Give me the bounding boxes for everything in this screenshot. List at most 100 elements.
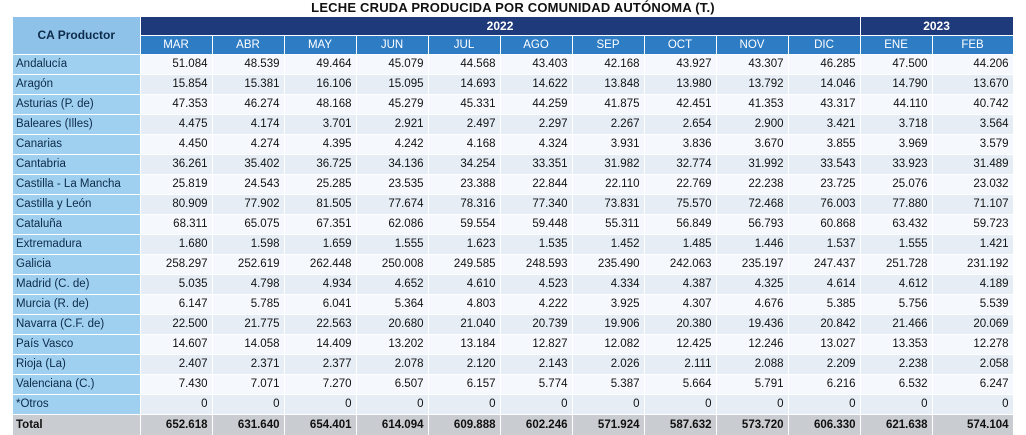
ca-productor-header: CA Productor bbox=[13, 17, 140, 55]
value-cell: 4.475 bbox=[140, 115, 212, 135]
value-cell: 60.868 bbox=[788, 215, 860, 235]
value-cell: 63.432 bbox=[860, 215, 932, 235]
value-cell: 6.157 bbox=[428, 375, 500, 395]
region-name: Canarias bbox=[13, 135, 140, 155]
value-cell: 13.670 bbox=[932, 75, 1013, 95]
value-cell: 2.088 bbox=[716, 355, 788, 375]
value-cell: 22.110 bbox=[572, 175, 644, 195]
value-cell: 2.407 bbox=[140, 355, 212, 375]
value-cell: 13.848 bbox=[572, 75, 644, 95]
value-cell: 4.652 bbox=[356, 275, 428, 295]
value-cell: 13.027 bbox=[788, 335, 860, 355]
value-cell: 20.680 bbox=[356, 315, 428, 335]
value-cell: 59.723 bbox=[932, 215, 1013, 235]
value-cell: 5.785 bbox=[212, 295, 284, 315]
value-cell: 3.931 bbox=[572, 135, 644, 155]
year-header-row: CA Productor 2022 2023 bbox=[13, 17, 1013, 36]
value-cell: 41.353 bbox=[716, 95, 788, 115]
value-cell: 3.718 bbox=[860, 115, 932, 135]
region-name: Aragón bbox=[13, 75, 140, 95]
year-header-2023: 2023 bbox=[860, 17, 1013, 36]
value-cell: 0 bbox=[860, 395, 932, 415]
value-cell: 25.076 bbox=[860, 175, 932, 195]
region-name: Extremadura bbox=[13, 235, 140, 255]
value-cell: 248.593 bbox=[500, 255, 572, 275]
value-cell: 45.079 bbox=[356, 55, 428, 75]
region-name: Castilla y León bbox=[13, 195, 140, 215]
value-cell: 235.197 bbox=[716, 255, 788, 275]
value-cell: 6.147 bbox=[140, 295, 212, 315]
value-cell: 42.168 bbox=[572, 55, 644, 75]
value-cell: 12.246 bbox=[716, 335, 788, 355]
value-cell: 77.902 bbox=[212, 195, 284, 215]
value-cell: 80.909 bbox=[140, 195, 212, 215]
value-cell: 36.725 bbox=[284, 155, 356, 175]
month-header: ABR bbox=[212, 36, 284, 55]
value-cell: 20.842 bbox=[788, 315, 860, 335]
value-cell: 68.311 bbox=[140, 215, 212, 235]
value-cell: 6.247 bbox=[932, 375, 1013, 395]
month-header: AGO bbox=[500, 36, 572, 55]
value-cell: 32.774 bbox=[644, 155, 716, 175]
value-cell: 77.880 bbox=[860, 195, 932, 215]
value-cell: 2.267 bbox=[572, 115, 644, 135]
value-cell: 35.402 bbox=[212, 155, 284, 175]
value-cell: 46.274 bbox=[212, 95, 284, 115]
value-cell: 5.774 bbox=[500, 375, 572, 395]
value-cell: 1.535 bbox=[500, 235, 572, 255]
value-cell: 6.216 bbox=[788, 375, 860, 395]
value-cell: 13.792 bbox=[716, 75, 788, 95]
value-cell: 19.436 bbox=[716, 315, 788, 335]
value-cell: 4.307 bbox=[644, 295, 716, 315]
value-cell: 45.279 bbox=[356, 95, 428, 115]
region-name: Cataluña bbox=[13, 215, 140, 235]
value-cell: 5.664 bbox=[644, 375, 716, 395]
region-name: Baleares (Illes) bbox=[13, 115, 140, 135]
value-cell: 55.311 bbox=[572, 215, 644, 235]
value-cell: 72.468 bbox=[716, 195, 788, 215]
value-cell: 31.489 bbox=[932, 155, 1013, 175]
value-cell: 4.450 bbox=[140, 135, 212, 155]
value-cell: 22.563 bbox=[284, 315, 356, 335]
value-cell: 56.849 bbox=[644, 215, 716, 235]
value-cell: 1.537 bbox=[788, 235, 860, 255]
value-cell: 47.500 bbox=[860, 55, 932, 75]
region-name: Rioja (La) bbox=[13, 355, 140, 375]
value-cell: 59.448 bbox=[500, 215, 572, 235]
value-cell: 4.612 bbox=[860, 275, 932, 295]
value-cell: 2.900 bbox=[716, 115, 788, 135]
value-cell: 71.107 bbox=[932, 195, 1013, 215]
value-cell: 5.387 bbox=[572, 375, 644, 395]
value-cell: 3.670 bbox=[716, 135, 788, 155]
value-cell: 2.377 bbox=[284, 355, 356, 375]
value-cell: 12.278 bbox=[932, 335, 1013, 355]
value-cell: 20.739 bbox=[500, 315, 572, 335]
value-cell: 252.619 bbox=[212, 255, 284, 275]
table-title: LECHE CRUDA PRODUCIDA POR COMUNIDAD AUTÓ… bbox=[0, 0, 1026, 16]
value-cell: 4.676 bbox=[716, 295, 788, 315]
value-cell: 43.307 bbox=[716, 55, 788, 75]
value-cell: 5.539 bbox=[932, 295, 1013, 315]
value-cell: 2.238 bbox=[860, 355, 932, 375]
value-cell: 1.555 bbox=[860, 235, 932, 255]
value-cell: 43.927 bbox=[644, 55, 716, 75]
value-cell: 12.827 bbox=[500, 335, 572, 355]
value-cell: 4.222 bbox=[500, 295, 572, 315]
value-cell: 3.855 bbox=[788, 135, 860, 155]
value-cell: 25.285 bbox=[284, 175, 356, 195]
value-cell: 15.381 bbox=[212, 75, 284, 95]
value-cell: 20.069 bbox=[932, 315, 1013, 335]
value-cell: 34.136 bbox=[356, 155, 428, 175]
region-name: Valenciana (C.) bbox=[13, 375, 140, 395]
value-cell: 7.270 bbox=[284, 375, 356, 395]
value-cell: 36.261 bbox=[140, 155, 212, 175]
value-cell: 1.598 bbox=[212, 235, 284, 255]
value-cell: 81.505 bbox=[284, 195, 356, 215]
value-cell: 43.317 bbox=[788, 95, 860, 115]
